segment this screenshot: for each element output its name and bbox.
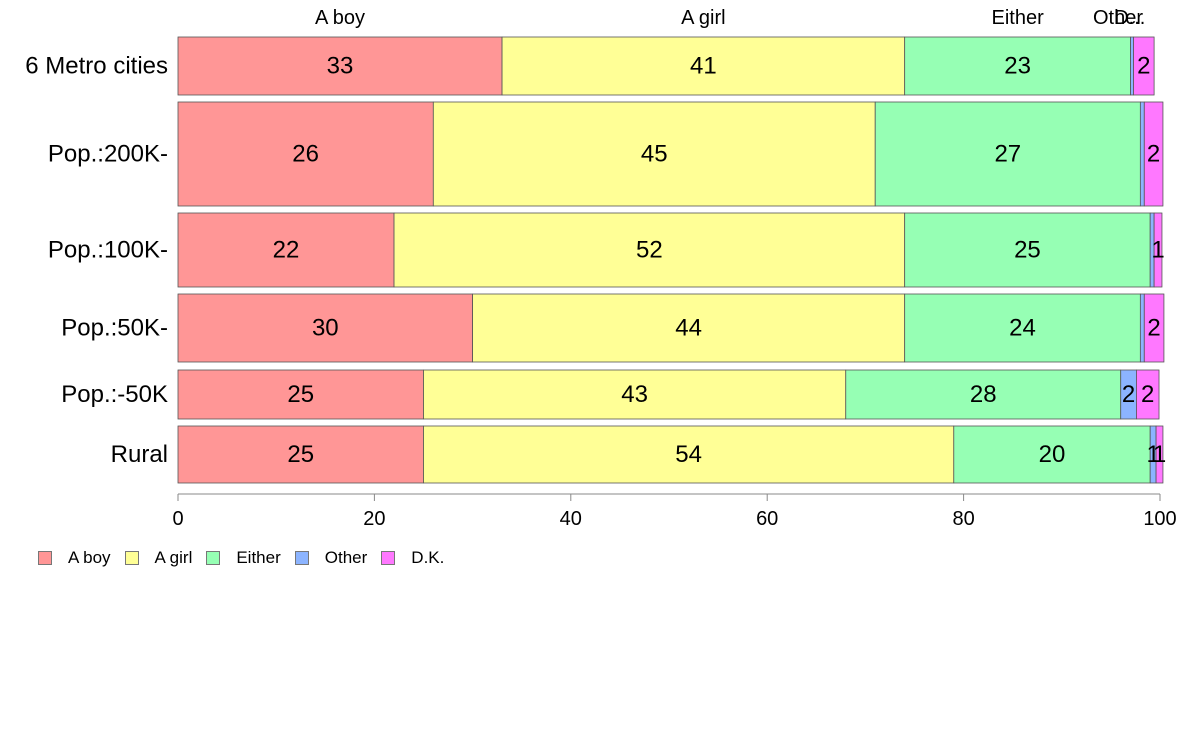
data-label: 25 bbox=[1014, 237, 1041, 264]
bar-segment bbox=[177, 425, 424, 484]
data-label: 25 bbox=[287, 441, 314, 468]
bar-segment bbox=[1155, 425, 1164, 484]
category-label: Pop.:-50K bbox=[61, 381, 168, 408]
data-label: 1 bbox=[1153, 441, 1166, 468]
bar-segment bbox=[1139, 293, 1145, 363]
legend-item: A boy bbox=[38, 548, 111, 568]
legend-label: D.K. bbox=[411, 548, 445, 567]
bar-segment bbox=[393, 212, 906, 288]
x-tick-label: 40 bbox=[560, 508, 582, 530]
bar-segment bbox=[1143, 101, 1164, 207]
legend-item: Other bbox=[294, 548, 368, 568]
bar-segment bbox=[177, 369, 424, 420]
bar-segment bbox=[177, 293, 474, 363]
legend-item: Either bbox=[206, 548, 281, 568]
bar-segment bbox=[904, 36, 1131, 96]
legend-label: Either bbox=[236, 548, 281, 567]
bar-segment bbox=[953, 425, 1151, 484]
category-label: Pop.:50K- bbox=[61, 315, 168, 342]
bar-segment bbox=[177, 36, 503, 96]
legend-item: D.K. bbox=[381, 548, 444, 568]
x-tick-label: 20 bbox=[363, 508, 385, 530]
category-label: Pop.:200K- bbox=[48, 141, 168, 168]
legend-label: A girl bbox=[154, 548, 193, 567]
data-label: 30 bbox=[312, 315, 339, 342]
data-label: 2 bbox=[1147, 141, 1160, 168]
bar-segment bbox=[1130, 36, 1134, 96]
legend-item: A girl bbox=[124, 548, 193, 568]
data-label: 22 bbox=[273, 237, 300, 264]
segment-header-label: D... bbox=[1114, 7, 1145, 29]
bar-segment bbox=[177, 212, 395, 288]
segment-header-label: A girl bbox=[681, 7, 725, 29]
legend-swatch bbox=[206, 551, 221, 565]
x-tick-label: 80 bbox=[952, 508, 974, 530]
bar-segment bbox=[1139, 101, 1145, 207]
segment-header-label: Either bbox=[991, 7, 1044, 29]
data-label: 2 bbox=[1141, 381, 1154, 408]
legend-swatch bbox=[124, 551, 139, 565]
category-label: Rural bbox=[111, 441, 168, 468]
bar-segment bbox=[1136, 369, 1160, 420]
data-label: 2 bbox=[1137, 53, 1150, 80]
x-tick-label: 100 bbox=[1143, 508, 1176, 530]
data-label: 54 bbox=[675, 441, 702, 468]
bar-segment bbox=[845, 369, 1122, 420]
data-label: 2 bbox=[1147, 315, 1160, 342]
bar-segment bbox=[874, 101, 1141, 207]
bar-segment bbox=[1133, 36, 1155, 96]
data-label: 27 bbox=[994, 141, 1021, 168]
segment-header-label: Other bbox=[1093, 7, 1143, 29]
data-label: 20 bbox=[1039, 441, 1066, 468]
data-label: 43 bbox=[621, 381, 648, 408]
data-label: 44 bbox=[675, 315, 702, 342]
data-label: 2 bbox=[1122, 381, 1135, 408]
category-label: Pop.:100K- bbox=[48, 237, 168, 264]
category-label: 6 Metro cities bbox=[25, 53, 168, 80]
segment-header-label: A boy bbox=[315, 7, 365, 29]
legend-label: A boy bbox=[68, 548, 111, 567]
data-label: 45 bbox=[641, 141, 668, 168]
x-tick-label: 0 bbox=[172, 508, 183, 530]
bar-segment bbox=[904, 212, 1151, 288]
x-tick-label: 60 bbox=[756, 508, 778, 530]
data-label: 1 bbox=[1151, 237, 1164, 264]
legend-swatch bbox=[38, 551, 52, 565]
data-label: 33 bbox=[327, 53, 354, 80]
bar-segment bbox=[1153, 212, 1163, 288]
data-label: 24 bbox=[1009, 315, 1036, 342]
bar-segment bbox=[423, 425, 955, 484]
chart-legend: A boy A girl Either Other D.K. bbox=[38, 548, 458, 568]
legend-swatch bbox=[381, 551, 396, 565]
bar-segment bbox=[177, 101, 434, 207]
bar-segment bbox=[472, 293, 906, 363]
bar-segment bbox=[501, 36, 906, 96]
data-label: 26 bbox=[292, 141, 319, 168]
bar-segment bbox=[904, 293, 1141, 363]
data-label: 23 bbox=[1004, 53, 1031, 80]
legend-swatch bbox=[294, 551, 309, 565]
bar-segment bbox=[1143, 293, 1165, 363]
bar-segment bbox=[423, 369, 847, 420]
data-label: 28 bbox=[970, 381, 997, 408]
bar-segment bbox=[432, 101, 876, 207]
data-label: 25 bbox=[287, 381, 314, 408]
legend-label: Other bbox=[324, 548, 368, 567]
data-label: 52 bbox=[636, 237, 663, 264]
data-label: 41 bbox=[690, 53, 717, 80]
